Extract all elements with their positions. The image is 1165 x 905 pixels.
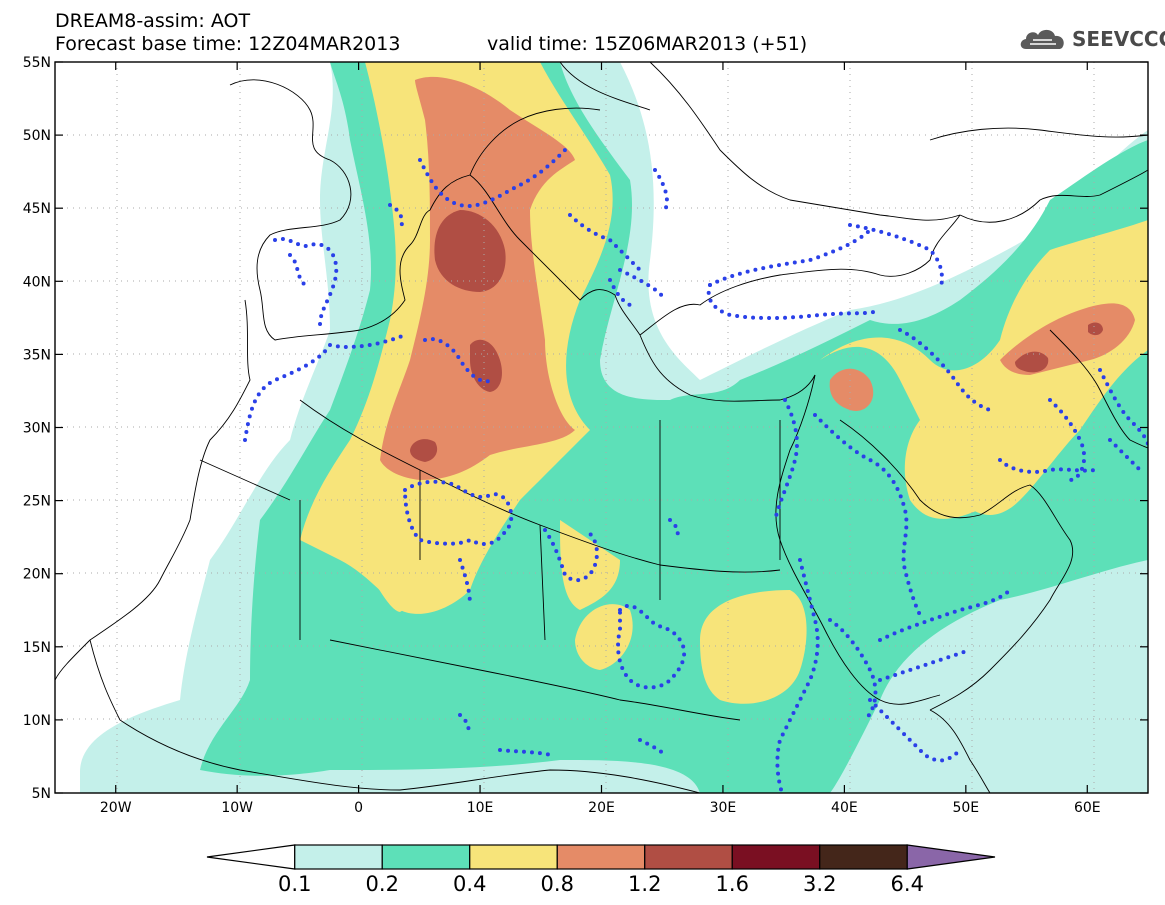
forecast-base-time: Forecast base time: 12Z04MAR2013	[55, 33, 401, 55]
colorbar-labels: 0.1 0.2 0.4 0.8 1.2 1.6 3.2 6.4	[278, 872, 924, 896]
longitude-label: 60E	[1074, 800, 1101, 816]
map-title: DREAM8-assim: AOT	[55, 10, 251, 32]
colorbar-label: 1.2	[628, 872, 661, 896]
latitude-ticks	[55, 61, 1148, 794]
latitude-label: 10N	[23, 713, 51, 729]
latitude-label: 30N	[23, 421, 51, 437]
colorbar-label: 0.1	[278, 872, 311, 896]
latitude-label: 20N	[23, 567, 51, 583]
colorbar-segment-high-end	[906, 844, 996, 870]
latitude-label: 15N	[23, 640, 51, 656]
longitude-label: 10W	[221, 800, 253, 816]
longitude-labels: 20W 10W 0 10E 20E 30E 40E 50E 60E	[100, 800, 1101, 816]
colorbar-segment	[469, 844, 558, 870]
colorbar-segment	[644, 844, 733, 870]
longitude-label: 0	[354, 800, 363, 816]
colorbar-label: 3.2	[803, 872, 836, 896]
aot-band-1-2	[410, 210, 1103, 462]
latitude-label: 35N	[23, 347, 51, 363]
longitude-ticks	[115, 62, 1088, 793]
graticule	[55, 62, 1148, 793]
longitude-label: 30E	[710, 800, 737, 816]
colorbar	[206, 844, 996, 870]
colorbar-label: 0.8	[541, 872, 574, 896]
seevccc-logo: SEEVCCC	[1018, 24, 1165, 54]
colorbar-label: 0.4	[453, 872, 486, 896]
latitude-label: 45N	[23, 201, 51, 217]
coastlines	[55, 62, 1148, 793]
dotted-contours	[243, 148, 1148, 793]
longitude-label: 50E	[952, 800, 979, 816]
colorbar-segment	[381, 844, 471, 870]
colorbar-segment	[294, 844, 383, 870]
latitude-label: 5N	[32, 786, 51, 802]
logo-text: SEEVCCC	[1072, 27, 1165, 51]
longitude-label: 10E	[467, 800, 494, 816]
latitude-label: 50N	[23, 128, 51, 144]
longitude-label: 20W	[100, 800, 132, 816]
valid-time: valid time: 15Z06MAR2013 (+51)	[487, 33, 808, 55]
colorbar-label: 6.4	[891, 872, 924, 896]
latitude-label: 40N	[23, 274, 51, 290]
longitude-label: 40E	[831, 800, 858, 816]
colorbar-label: 0.2	[366, 872, 399, 896]
latitude-label: 55N	[23, 55, 51, 71]
latitude-label: 25N	[23, 494, 51, 510]
colorbar-label: 1.6	[716, 872, 749, 896]
longitude-label: 20E	[588, 800, 615, 816]
colorbar-segment	[556, 844, 646, 870]
cloud-icon	[1020, 29, 1064, 49]
latitude-labels: 55N 50N 45N 40N 35N 30N 25N 20N 15N 10N 5N	[23, 55, 51, 802]
colorbar-segment	[731, 844, 821, 870]
colorbar-segment-low-end	[206, 844, 296, 870]
colorbar-segment	[819, 844, 908, 870]
